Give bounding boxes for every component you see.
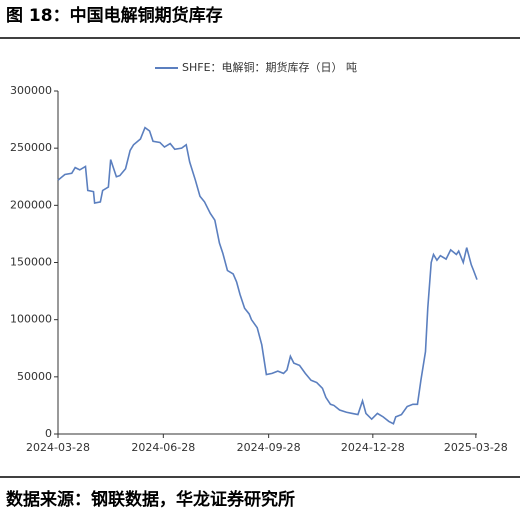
x-tick-label: 2025-03-28 [444, 441, 508, 454]
chart-title: 图 18：中国电解铜期货库存 [6, 5, 223, 26]
x-tick-label: 2024-09-28 [237, 441, 301, 454]
x-tick-label: 2024-12-28 [341, 441, 405, 454]
y-tick-label: 150000 [10, 256, 52, 269]
y-tick-label: 200000 [10, 198, 52, 211]
source: 数据来源：钢联数据，华龙证券研究所 [6, 489, 295, 510]
x-tick-label: 2024-06-28 [131, 441, 195, 454]
y-tick-label: 250000 [10, 141, 52, 154]
y-tick-label: 100000 [10, 313, 52, 326]
x-tick-label: 2024-03-28 [26, 441, 90, 454]
y-tick-label: 50000 [17, 370, 52, 383]
y-tick-label: 0 [45, 427, 52, 440]
y-tick-label: 300000 [10, 84, 52, 97]
series-line [57, 126, 478, 425]
legend-label: SHFE：电解铜：期货库存（日） 吨 [182, 60, 357, 74]
